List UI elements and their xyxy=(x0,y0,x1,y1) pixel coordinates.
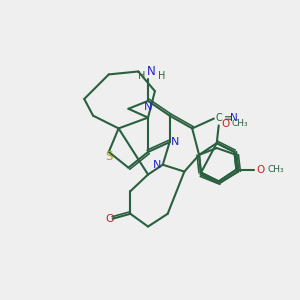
Text: ≡: ≡ xyxy=(224,113,232,123)
Text: N: N xyxy=(147,65,156,79)
Text: O: O xyxy=(105,214,114,224)
Text: H: H xyxy=(138,71,145,81)
Text: N: N xyxy=(144,102,152,112)
Text: N: N xyxy=(171,137,179,147)
Text: C: C xyxy=(215,113,222,123)
Text: N: N xyxy=(153,160,162,170)
Text: O: O xyxy=(256,165,265,175)
Text: O: O xyxy=(221,119,229,129)
Text: H: H xyxy=(158,71,165,81)
Text: CH₃: CH₃ xyxy=(267,165,284,174)
Text: S: S xyxy=(105,150,112,163)
Text: CH₃: CH₃ xyxy=(232,119,249,128)
Text: N: N xyxy=(230,113,238,123)
